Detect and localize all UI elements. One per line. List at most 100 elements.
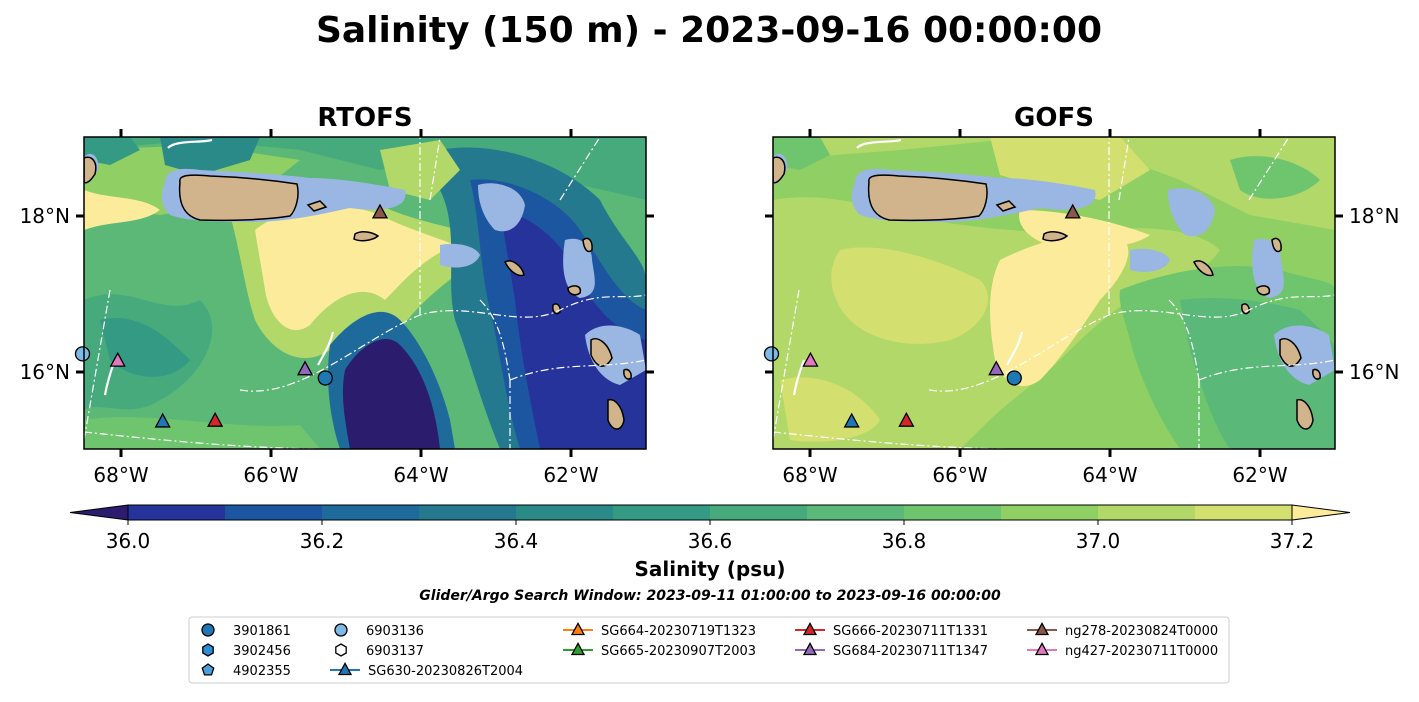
legend-label: SG630-20230826T2004 bbox=[368, 664, 523, 679]
panel-title-gofs: GOFS bbox=[1014, 103, 1094, 133]
plot-frame-rtofs bbox=[83, 136, 647, 450]
colorbar-tick-label: 36.6 bbox=[688, 529, 733, 553]
glider-tracks-gofs bbox=[792, 138, 1024, 396]
observation-marker: 6903136 bbox=[763, 346, 780, 362]
obs-markers-rtofs: ng278-20230824T0000 ng427-20230711T0000 SG… bbox=[74, 203, 389, 428]
colorbar-block bbox=[904, 505, 1002, 520]
legend-entry: ng427-20230711T0000 bbox=[1027, 642, 1218, 659]
panel-title-rtofs: RTOFS bbox=[317, 103, 412, 133]
legend-entry: 3901861 bbox=[201, 623, 291, 639]
y-tick-label: 18°N bbox=[1349, 204, 1399, 228]
colorbar-tick-label: 36.2 bbox=[300, 529, 345, 553]
legend-entry: ng278-20230824T0000 bbox=[1027, 622, 1218, 639]
x-tick-label: 64°W bbox=[1082, 463, 1137, 487]
legend-entry: SG630-20230826T2004 bbox=[330, 662, 523, 679]
colorbar-ticks: 36.0 36.2 36.4 36.6 36.8 37.0 37.2 bbox=[106, 520, 1314, 553]
legend-marker-circle bbox=[334, 623, 348, 637]
colorbar-block bbox=[128, 505, 226, 520]
colorbar-block bbox=[1098, 505, 1196, 520]
x-tick-label: 68°W bbox=[93, 463, 148, 487]
observation-marker: ng427-20230711T0000 bbox=[109, 351, 126, 367]
observation-marker: 6903136 bbox=[74, 346, 91, 362]
observation-marker: SG666-20230711T1331 bbox=[207, 411, 224, 427]
puerto-rico-rtofs bbox=[178, 174, 299, 222]
legend-label: SG666-20230711T1331 bbox=[833, 624, 988, 639]
colorbar-block bbox=[225, 505, 323, 520]
observation-marker: SG630-20230826T2004 bbox=[843, 412, 860, 428]
obs-markers-gofs: ng278-20230824T0000 ng427-20230711T0000 SG… bbox=[763, 203, 1081, 428]
panel-rtofs: RTOFS bbox=[20, 103, 654, 487]
legend-label: SG664-20230719T1323 bbox=[601, 624, 756, 639]
hispaniola-rtofs bbox=[84, 156, 97, 184]
legend-marker-hexagon bbox=[202, 643, 214, 657]
observation-marker: ng278-20230824T0000 bbox=[1064, 203, 1081, 219]
x-tick-label: 62°W bbox=[1232, 463, 1287, 487]
colorbar-block bbox=[710, 505, 808, 520]
colorbar-tick-label: 36.0 bbox=[106, 529, 151, 553]
legend-marker-triangle bbox=[802, 642, 818, 656]
legend-label: SG665-20230907T2003 bbox=[601, 644, 756, 659]
legend-label: 6903137 bbox=[366, 644, 424, 659]
x-tick-label: 68°W bbox=[782, 463, 837, 487]
legend-entry: SG665-20230907T2003 bbox=[563, 642, 756, 659]
eez-boundaries-gofs bbox=[773, 137, 1335, 449]
legend: 3901861 3902456 4902355 6903136 6903137 SG630… bbox=[188, 616, 1230, 684]
y-tick-label: 16°N bbox=[1349, 360, 1399, 384]
legend-label: ng427-20230711T0000 bbox=[1065, 644, 1218, 659]
legend-label: 3901861 bbox=[233, 624, 291, 639]
legend-entry: 6903136 bbox=[334, 623, 424, 639]
legend-marker-circle bbox=[201, 623, 215, 637]
observation-marker: 3901861 bbox=[317, 370, 333, 386]
legend-label: SG684-20230711T1347 bbox=[833, 644, 988, 659]
colorbar-extend-min bbox=[69, 504, 129, 521]
legend-marker-triangle bbox=[1034, 622, 1050, 636]
legend-marker-triangle bbox=[570, 622, 586, 636]
legend-label: ng278-20230824T0000 bbox=[1065, 624, 1218, 639]
colorbar-block bbox=[613, 505, 711, 520]
observation-marker: ng427-20230711T0000 bbox=[802, 351, 819, 367]
legend-marker-triangle bbox=[1034, 642, 1050, 656]
colorbar-tick-label: 36.8 bbox=[882, 529, 927, 553]
colorbar: 36.0 36.2 36.4 36.6 36.8 37.0 37.2 Salinity (p… bbox=[69, 504, 1351, 581]
observation-marker: SG630-20230826T2004 bbox=[154, 412, 171, 428]
figure-title: Salinity (150 m) - 2023-09-16 00:00:00 bbox=[316, 10, 1102, 51]
panel-gofs: GOFS bbox=[763, 103, 1399, 487]
observation-marker: ng278-20230824T0000 bbox=[371, 203, 389, 219]
colorbar-block bbox=[1195, 505, 1293, 520]
colorbar-block bbox=[1001, 505, 1099, 520]
legend-label: 4902355 bbox=[233, 664, 291, 679]
colorbar-label: Salinity (psu) bbox=[634, 557, 785, 581]
axis-ticks-rtofs bbox=[76, 129, 654, 457]
plot-frame-gofs bbox=[772, 136, 1336, 450]
x-tick-label: 64°W bbox=[393, 463, 448, 487]
shelf-gofs bbox=[773, 153, 1335, 385]
hispaniola-gofs bbox=[773, 156, 786, 184]
legend-marker-triangle bbox=[337, 662, 353, 676]
tick-labels-rtofs: 68°W 66°W 64°W 62°W 18°N 16°N bbox=[20, 204, 599, 487]
axis-ticks-gofs bbox=[765, 129, 1343, 457]
search-window-note: Glider/Argo Search Window: 2023-09-11 01… bbox=[419, 588, 1001, 604]
colorbar-block bbox=[516, 505, 614, 520]
legend-marker-hexagon bbox=[335, 643, 347, 657]
legend-entry: 3902456 bbox=[202, 643, 291, 659]
legend-label: 3902456 bbox=[233, 644, 291, 659]
colorbar-block bbox=[322, 505, 420, 520]
x-tick-label: 66°W bbox=[243, 463, 298, 487]
puerto-rico-gofs bbox=[867, 174, 988, 222]
legend-entry: 4902355 bbox=[201, 663, 291, 679]
legend-label: 6903136 bbox=[366, 624, 424, 639]
x-tick-label: 66°W bbox=[932, 463, 987, 487]
y-tick-label: 18°N bbox=[20, 204, 70, 228]
colorbar-blocks bbox=[69, 504, 1351, 521]
observation-marker: 3901861 bbox=[1006, 370, 1022, 386]
legend-marker-triangle bbox=[802, 622, 818, 636]
colorbar-block bbox=[419, 505, 517, 520]
land-gofs bbox=[773, 156, 1321, 430]
x-tick-label: 62°W bbox=[543, 463, 598, 487]
legend-marker-triangle bbox=[570, 642, 586, 656]
colorbar-block bbox=[807, 505, 905, 520]
colorbar-tick-label: 37.0 bbox=[1076, 529, 1121, 553]
legend-entry: SG684-20230711T1347 bbox=[795, 642, 988, 659]
y-tick-label: 16°N bbox=[20, 360, 70, 384]
